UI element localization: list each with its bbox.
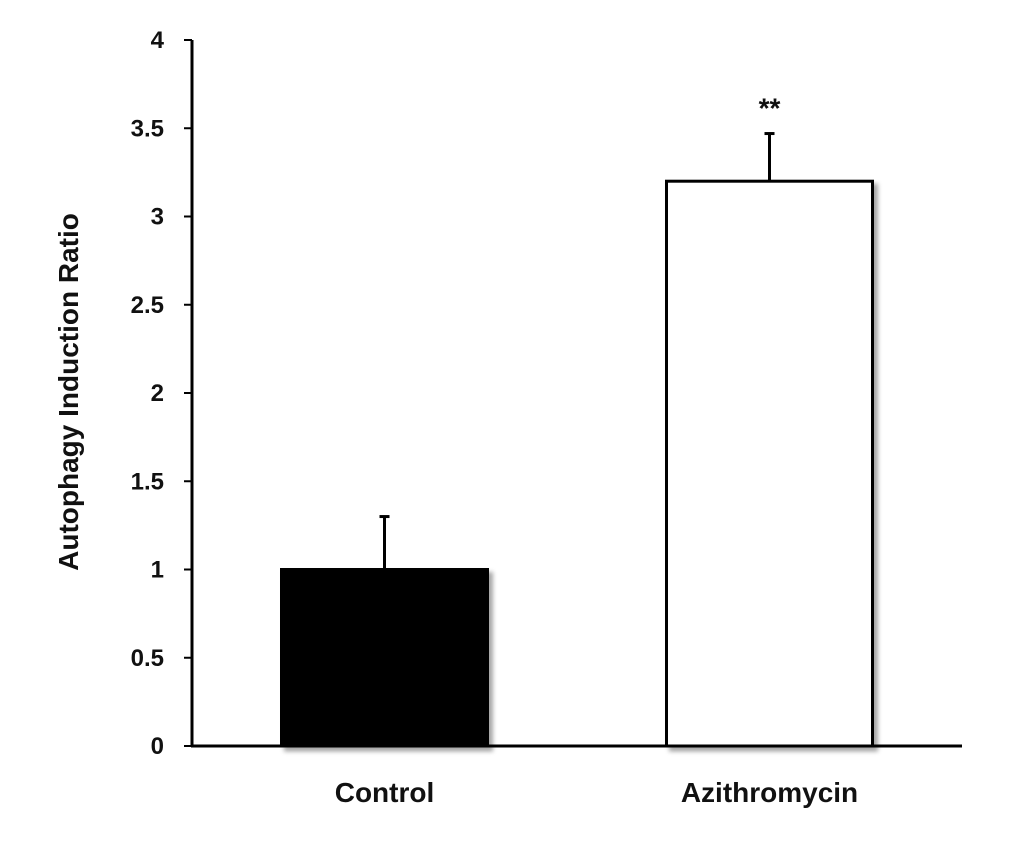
y-tick-label: 4 — [151, 27, 165, 54]
bars — [280, 179, 874, 748]
y-tick-label: 2.5 — [131, 292, 164, 319]
y-tick-label: 0 — [151, 733, 164, 760]
y-axis-title: Autophagy Induction Ratio — [53, 213, 84, 571]
y-tick-label: 0.5 — [131, 645, 164, 672]
y-tick-label: 1.5 — [131, 468, 164, 495]
error-bars — [379, 132, 775, 570]
x-tick-label-azithromycin: Azithromycin — [681, 777, 858, 808]
bar-control — [280, 568, 489, 748]
significance-marker: ** — [759, 93, 781, 124]
y-tick-label: 2 — [151, 380, 164, 407]
annotations: ** — [759, 93, 781, 124]
y-tick-label: 1 — [151, 557, 164, 584]
y-tick-label: 3 — [151, 204, 164, 231]
bar-azithromycin — [665, 179, 874, 748]
y-ticks: 0 0.5 1 1.5 2 2.5 3 3.5 4 — [131, 27, 192, 760]
x-tick-labels: Control Azithromycin — [335, 777, 858, 808]
x-tick-label-control: Control — [335, 777, 435, 808]
y-tick-label: 3.5 — [131, 115, 164, 142]
